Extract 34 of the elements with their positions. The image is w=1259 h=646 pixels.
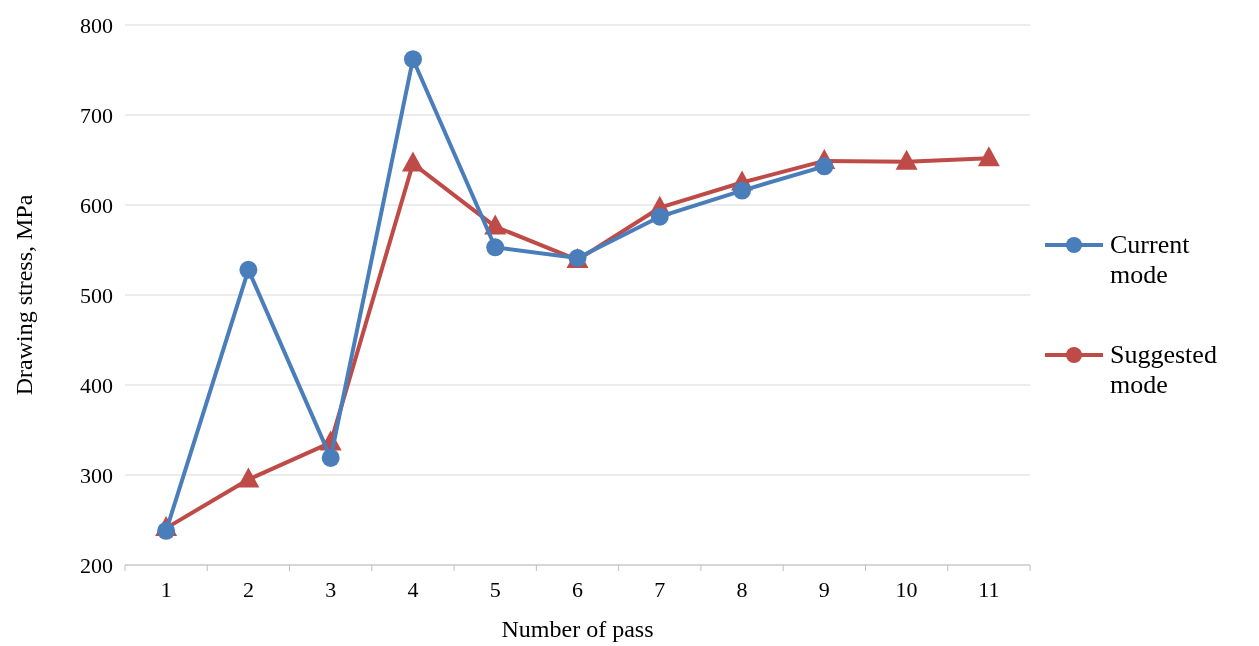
x-tick-label: 2 <box>242 577 254 602</box>
point <box>733 181 752 200</box>
x-axis-title: Number of pass <box>501 616 654 642</box>
x-tick-label: 1 <box>160 577 172 602</box>
point <box>239 260 258 279</box>
point <box>401 151 424 172</box>
y-tick-label: 700 <box>80 102 113 128</box>
point <box>403 50 422 69</box>
x-tick-label: 4 <box>407 577 419 602</box>
point <box>157 521 176 540</box>
y-tick-label: 600 <box>80 192 113 218</box>
y-tick-label: 400 <box>80 372 113 398</box>
x-tick-label: 5 <box>489 577 501 602</box>
point <box>321 448 340 467</box>
x-tick-label: 3 <box>325 577 337 602</box>
point <box>486 238 505 257</box>
point <box>237 467 260 488</box>
y-tick-label: 200 <box>80 552 113 578</box>
point <box>815 157 834 176</box>
x-tick-label: 11 <box>978 577 1000 602</box>
x-tick-label: 8 <box>736 577 748 602</box>
point <box>895 149 918 170</box>
y-tick-label: 800 <box>80 12 113 38</box>
point <box>977 146 1000 167</box>
y-tick-label: 500 <box>80 282 113 308</box>
x-tick-label: 10 <box>895 577 918 602</box>
legend-label: Suggested mode <box>1110 340 1217 399</box>
x-tick-label: 7 <box>654 577 666 602</box>
x-tick-label: 6 <box>572 577 583 602</box>
legend-label: Current mode <box>1110 230 1191 289</box>
y-axis-title: Drawing stress, MPa <box>11 194 37 396</box>
y-tick-label: 300 <box>80 462 113 488</box>
x-tick-label: 9 <box>818 577 830 602</box>
point <box>650 207 669 226</box>
